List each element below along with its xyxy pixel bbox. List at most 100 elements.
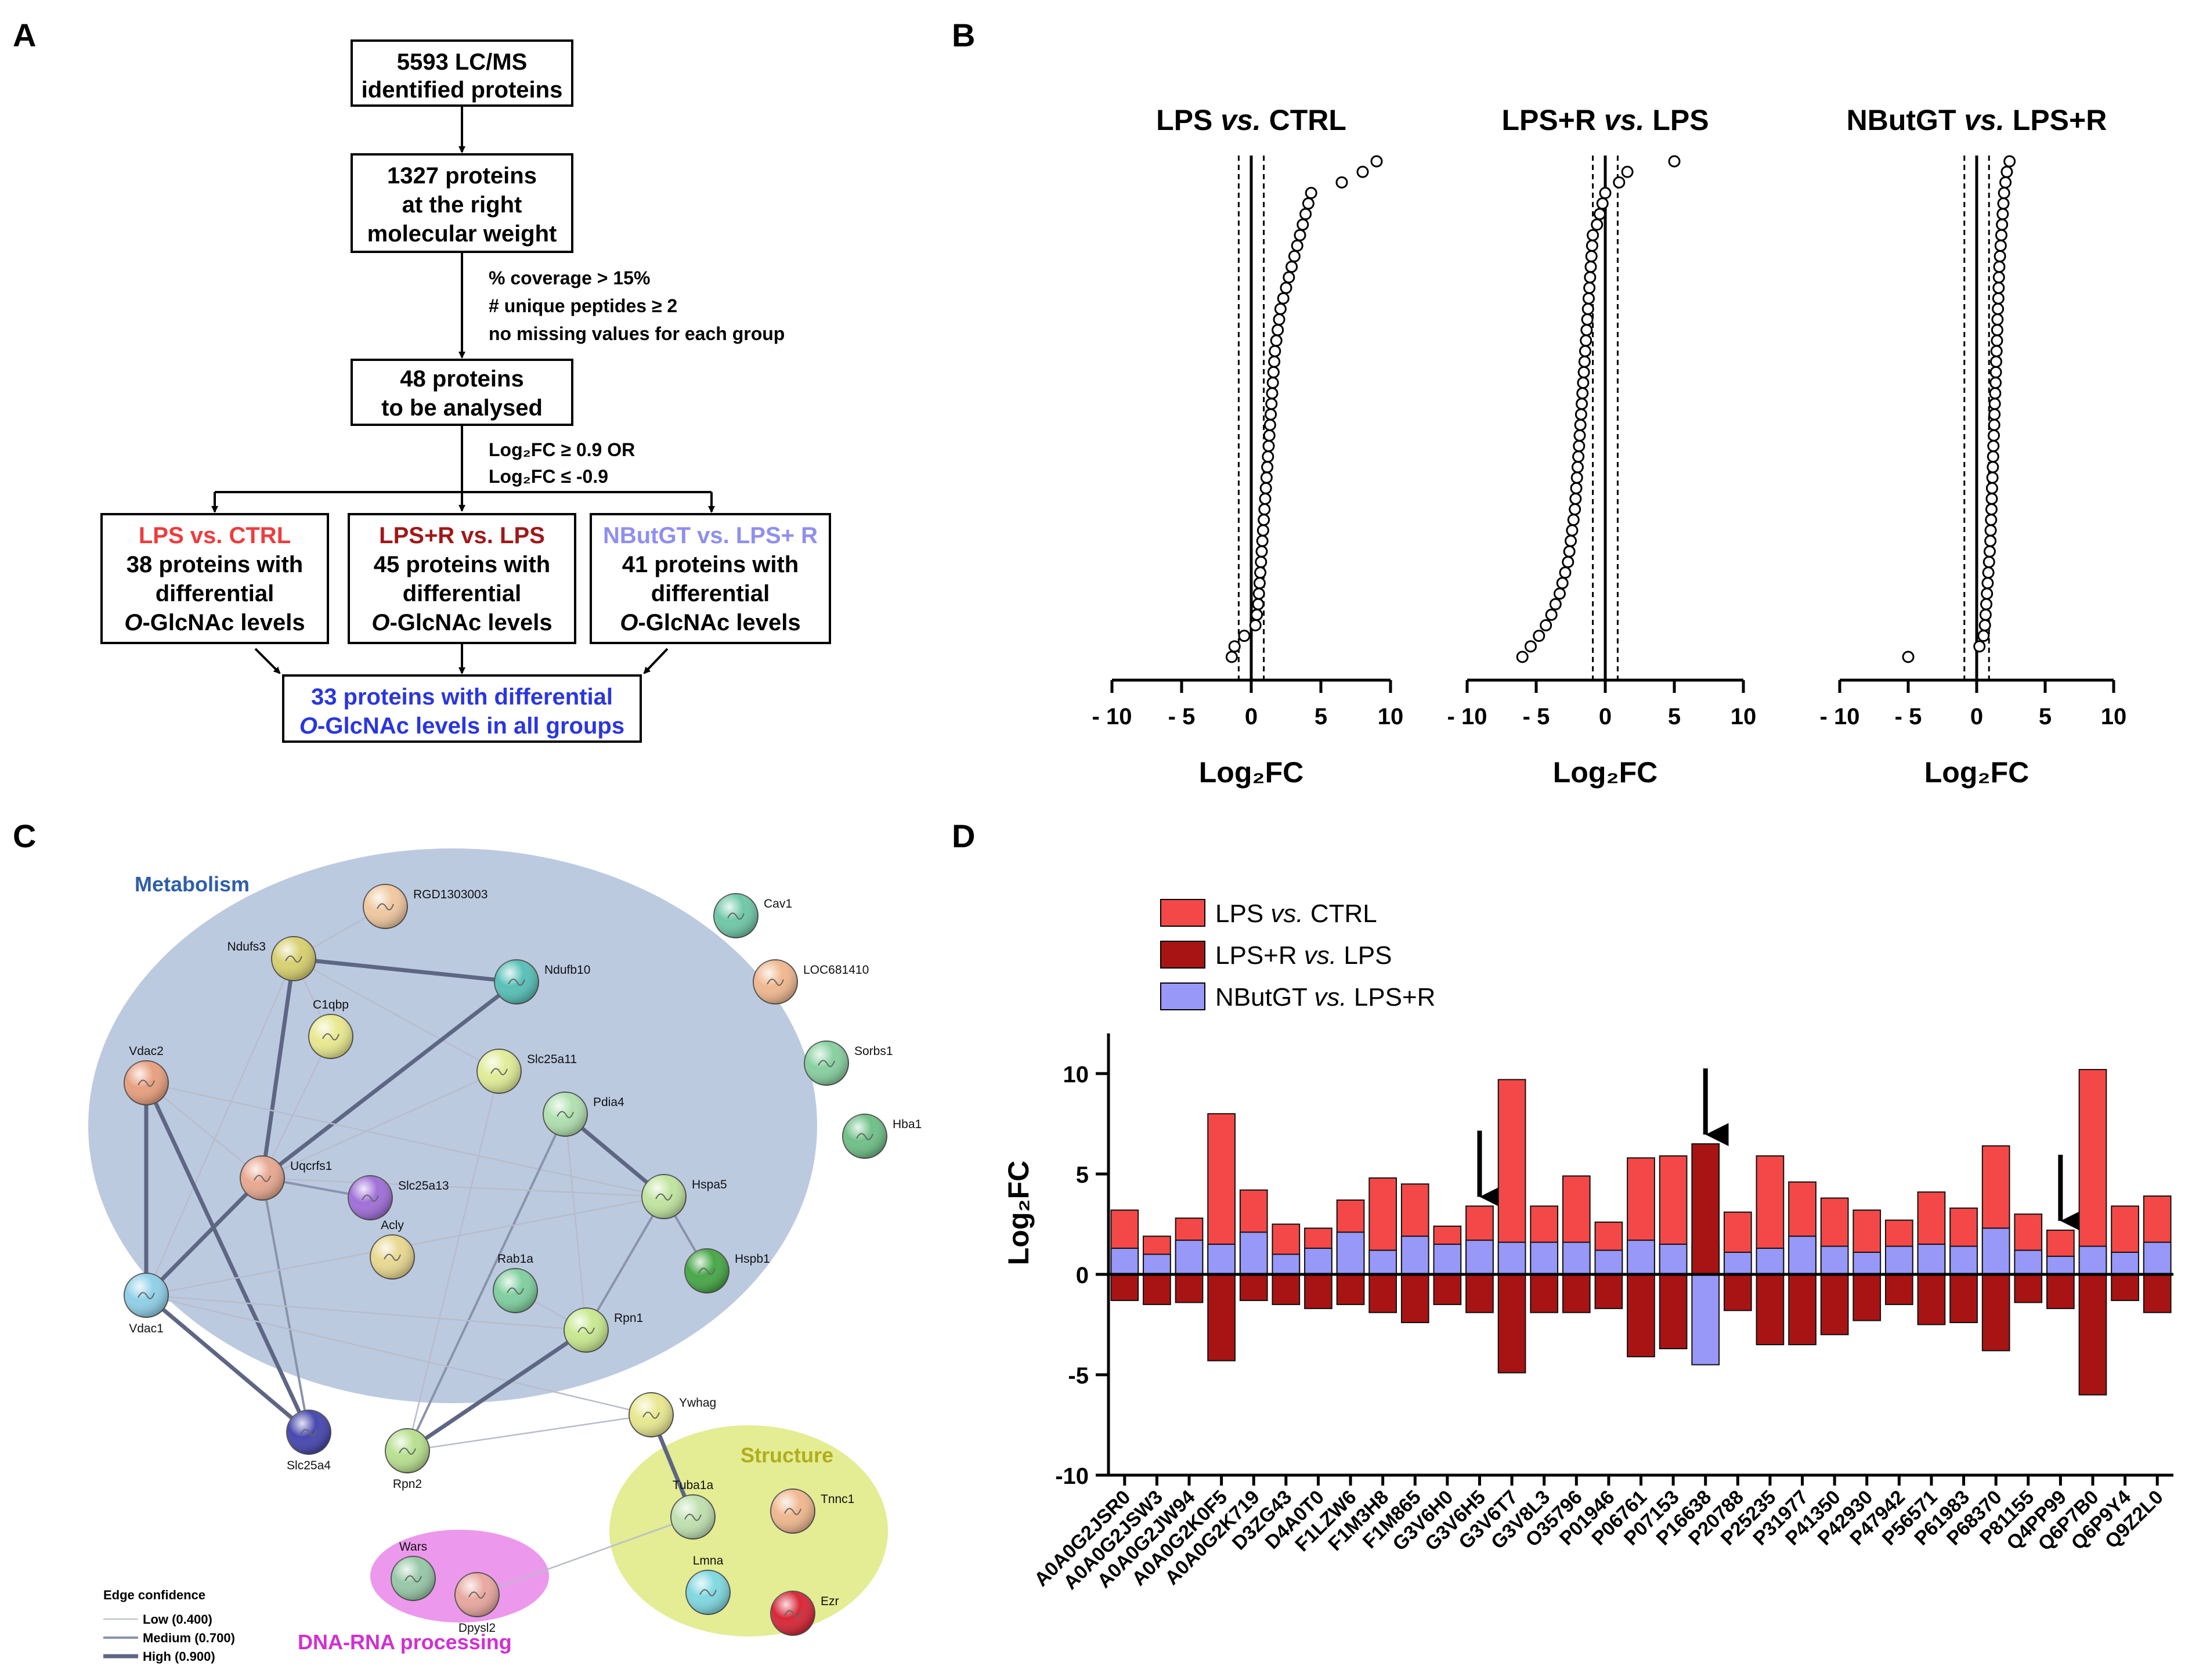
volcano-point bbox=[1259, 482, 1272, 494]
volcano-tick-label: - 5 bbox=[1523, 704, 1550, 729]
legend-low-label: Low (0.400) bbox=[143, 1612, 212, 1627]
volcano-point bbox=[1256, 524, 1269, 537]
bar-lpsr-lps bbox=[1594, 1274, 1623, 1309]
flowchart: 5593 LC/MS identified proteins 1327 prot… bbox=[100, 39, 831, 743]
volcano-point bbox=[1979, 608, 1992, 621]
bar-lpsr-lps bbox=[1465, 1274, 1494, 1313]
node-vdac2[interactable]: Vdac2 bbox=[124, 1045, 169, 1105]
node-vdac1[interactable]: Vdac1 bbox=[124, 1273, 169, 1335]
node-rab1a[interactable]: Rab1a bbox=[493, 1252, 538, 1313]
node-hba1[interactable]: Hba1 bbox=[842, 1114, 922, 1159]
volcano-point bbox=[1572, 450, 1585, 463]
volcano-tick-label: 10 bbox=[2101, 704, 2127, 729]
volcano-point bbox=[1255, 555, 1267, 568]
network-edge bbox=[260, 980, 519, 1180]
node-ndufs3[interactable]: Ndufs3 bbox=[227, 936, 316, 981]
bar-chart: LPS vs. CTRL LPS+R vs. LPS NButGT vs. LP… bbox=[1002, 899, 2173, 1594]
bar-lpsr-lps bbox=[1562, 1274, 1591, 1313]
flow-group-line3: O-GlcNAc levels bbox=[124, 610, 305, 635]
node-label: Cav1 bbox=[764, 897, 792, 911]
volcano-point bbox=[1580, 324, 1593, 337]
node-acly[interactable]: Acly bbox=[370, 1219, 415, 1280]
volcano-point bbox=[1266, 377, 1279, 389]
volcano-point bbox=[1994, 239, 2007, 252]
network-edge bbox=[145, 1082, 665, 1198]
node-rgd1303003[interactable]: RGD1303003 bbox=[363, 884, 487, 929]
volcano-x-label: Log₂FC bbox=[1199, 756, 1304, 789]
node-label: Hspa5 bbox=[692, 1178, 727, 1191]
node-c1qbp[interactable]: C1qbp bbox=[308, 998, 353, 1059]
network-edge bbox=[405, 1328, 588, 1453]
node-pdia4[interactable]: Pdia4 bbox=[543, 1092, 624, 1137]
volcano-x-label: Log₂FC bbox=[1553, 756, 1658, 789]
node-ywhag[interactable]: Ywhag bbox=[629, 1392, 716, 1437]
node-hspa5[interactable]: Hspa5 bbox=[641, 1174, 727, 1219]
bar-lpsr-lps bbox=[1304, 1274, 1332, 1309]
volcano-point bbox=[1578, 355, 1591, 368]
flow-filter1-line1: % coverage > 15% bbox=[489, 268, 650, 288]
bar-lpsr-lps bbox=[1981, 1274, 2010, 1352]
volcano-point bbox=[1991, 313, 2004, 326]
legend-swatch-lps-ctrl bbox=[1160, 899, 1205, 927]
network-nodes: RGD1303003 Ndufs3 Ndufb10 C1qbp Slc25a11 Vdac… bbox=[124, 884, 922, 1636]
node-label: Slc25a13 bbox=[398, 1179, 449, 1193]
volcano-point bbox=[1584, 271, 1597, 284]
node-lmna[interactable]: Lmna bbox=[685, 1554, 731, 1615]
node-ezr[interactable]: Ezr bbox=[770, 1591, 839, 1636]
flow-box-molecular-weight bbox=[351, 153, 573, 253]
volcano-point bbox=[1992, 281, 2005, 294]
node-slc25a11[interactable]: Slc25a11 bbox=[476, 1049, 577, 1094]
volcano-point bbox=[1981, 587, 1994, 600]
node-label: Tnnc1 bbox=[821, 1493, 854, 1506]
volcano-point bbox=[1270, 334, 1283, 347]
node-dpysl2[interactable]: Dpysl2 bbox=[454, 1572, 500, 1635]
node-tuba1a[interactable]: Tuba1a bbox=[670, 1479, 716, 1540]
volcano-point bbox=[1596, 197, 1609, 210]
volcano-point bbox=[1992, 292, 2005, 305]
volcano-point bbox=[1977, 630, 1990, 642]
volcano-point bbox=[1996, 218, 2009, 231]
node-wars[interactable]: Wars bbox=[391, 1540, 436, 1601]
volcano-point bbox=[1586, 239, 1598, 252]
node-uqcrfs1[interactable]: Uqcrfs1 bbox=[240, 1155, 332, 1201]
node-cav1[interactable]: Cav1 bbox=[713, 893, 792, 938]
bar-lpsr-lps bbox=[1530, 1274, 1559, 1313]
bar-y-axis-label: Log₂FC bbox=[1002, 1161, 1035, 1266]
node-label: Ndufb10 bbox=[544, 963, 590, 977]
volcano-point bbox=[1556, 577, 1569, 590]
bar-nbutgt-lpsr bbox=[1433, 1244, 1462, 1276]
node-loc681410[interactable]: LOC681410 bbox=[753, 959, 869, 1005]
metabolism-cluster bbox=[88, 848, 817, 1403]
node-label: Hspb1 bbox=[735, 1252, 770, 1266]
flow-box-analysed bbox=[351, 359, 573, 426]
volcano-point bbox=[1524, 640, 1537, 653]
volcano-point bbox=[1273, 313, 1285, 326]
node-slc25a13[interactable]: Slc25a13 bbox=[348, 1175, 449, 1220]
volcano-point bbox=[1621, 165, 1634, 178]
node-hspb1[interactable]: Hspb1 bbox=[684, 1248, 770, 1294]
volcano-point bbox=[1370, 155, 1383, 168]
volcano-point bbox=[1990, 345, 2003, 357]
volcano-point bbox=[1587, 229, 1599, 241]
volcano-point bbox=[1258, 514, 1270, 526]
volcano-point bbox=[1569, 492, 1582, 505]
node-rpn1[interactable]: Rpn1 bbox=[564, 1307, 643, 1353]
volcano-tick-label: - 5 bbox=[1895, 704, 1922, 729]
node-ndufb10[interactable]: Ndufb10 bbox=[494, 959, 590, 1005]
volcano-point bbox=[1256, 534, 1269, 547]
flow-group-nbutgt-lpsr: NButGT vs. LPS+ R 41 proteins with diffe… bbox=[590, 513, 831, 644]
node-rpn2[interactable]: Rpn2 bbox=[385, 1428, 430, 1491]
bar-nbutgt-lpsr bbox=[2014, 1249, 2043, 1275]
bar-y-tick-label: 10 bbox=[1063, 1062, 1089, 1088]
volcano-tick-label: 10 bbox=[1731, 704, 1757, 729]
volcano-point bbox=[1575, 408, 1587, 421]
volcano-point bbox=[1566, 524, 1579, 537]
flow-box3-line1: 48 proteins bbox=[400, 366, 523, 392]
node-slc25a4[interactable]: Slc25a4 bbox=[286, 1410, 331, 1472]
node-tnnc1[interactable]: Tnnc1 bbox=[770, 1488, 854, 1534]
node-sorbs1[interactable]: Sorbs1 bbox=[804, 1040, 893, 1086]
volcano-point bbox=[1563, 545, 1576, 558]
bar-lpsr-lps bbox=[1884, 1274, 1913, 1305]
node-label: Slc25a11 bbox=[527, 1053, 577, 1066]
